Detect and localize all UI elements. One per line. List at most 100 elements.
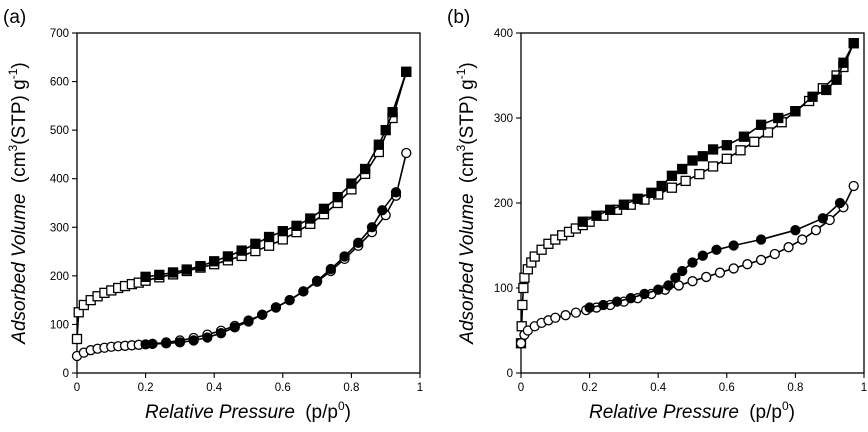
y-tick-label: 700 (50, 28, 69, 40)
panel-b: (b) 0 0.2 0.4 0.6 0.8 1 0 100 200 300 400 Relativ… (447, 7, 867, 423)
x-tick-label: 1 (417, 382, 423, 394)
x-tick-label: 0.4 (650, 382, 667, 394)
data-point-square (71, 333, 83, 345)
data-point-circle (701, 271, 712, 283)
data-point-square (536, 244, 547, 255)
data-point-square (318, 203, 330, 214)
data-point-square (721, 153, 732, 164)
data-point-square (346, 178, 357, 189)
y-tick-label: 400 (494, 28, 513, 40)
x-ticks: 0 0.2 0.4 0.6 0.8 1 (518, 373, 867, 394)
data-point-square (250, 238, 261, 249)
series-square-desorption (577, 38, 859, 227)
data-point-square (591, 210, 602, 221)
data-point-circle (174, 337, 186, 348)
data-point-square (518, 282, 529, 294)
series-line (589, 202, 841, 309)
series-square-adsorption (515, 38, 859, 349)
data-point-circle (611, 296, 623, 307)
data-point-square (359, 163, 371, 175)
data-point-square (721, 140, 732, 151)
data-point-square (687, 155, 698, 166)
data-point-circle (366, 222, 378, 233)
data-point-circle (810, 225, 822, 236)
y-tick-label: 300 (494, 113, 513, 125)
data-point-circle (243, 316, 254, 327)
plot-frame (76, 32, 421, 374)
data-point-square (577, 216, 588, 227)
x-tick-label: 0.6 (719, 382, 735, 394)
data-point-square (697, 151, 708, 162)
data-point-square (773, 112, 784, 124)
data-point-square (821, 84, 832, 96)
data-point-circle (755, 234, 767, 245)
data-point-circle (390, 187, 402, 198)
data-point-circle (353, 237, 364, 248)
y-ticks: 0 100 200 300 400 500 600 700 (50, 28, 77, 380)
series-line (520, 185, 855, 344)
data-point-square (790, 106, 801, 117)
data-point-square (807, 91, 818, 102)
x-tick-label: 0 (518, 382, 524, 394)
data-point-square (738, 131, 750, 142)
data-point-square (519, 272, 530, 283)
data-point-square (529, 251, 540, 262)
data-point-circle (377, 205, 388, 216)
data-point-square (263, 231, 275, 243)
data-point-square (848, 38, 859, 49)
data-point-square (140, 271, 151, 282)
x-axis-title: Relative Pressure (p/p0) (145, 399, 351, 423)
data-point-square (656, 180, 667, 192)
x-tick-label: 0.4 (206, 382, 223, 394)
series-line (76, 71, 408, 340)
data-point-circle (728, 240, 739, 251)
data-point-square (380, 124, 391, 136)
data-point-circle (755, 254, 767, 266)
data-point-circle (769, 248, 780, 260)
data-point-square (222, 251, 234, 262)
data-point-square (632, 193, 643, 204)
panel-label: (a) (3, 7, 26, 28)
data-point-circle (515, 338, 527, 349)
plot-area (515, 38, 859, 349)
data-point-square (263, 240, 275, 251)
data-point-square (618, 199, 630, 210)
data-point-square (762, 127, 774, 138)
panel-a: (a) 0 0.2 0.4 0.6 0.8 1 0 100 200 300 400 500 600 70… (3, 7, 423, 423)
data-point-square (646, 187, 657, 198)
data-point-circle (653, 284, 664, 295)
panel-label: (b) (447, 7, 470, 28)
data-point-circle (584, 302, 595, 313)
series-circle-desorption (140, 187, 402, 350)
data-point-circle (670, 272, 681, 283)
data-point-circle (711, 244, 722, 255)
y-tick-label: 0 (507, 368, 513, 380)
data-point-square (666, 182, 678, 193)
data-point-circle (728, 263, 739, 274)
data-point-circle (140, 339, 151, 350)
data-point-square (373, 139, 384, 150)
series-circle-desorption (584, 197, 846, 313)
data-point-circle (790, 225, 801, 236)
data-point-square (749, 136, 760, 147)
y-tick-label: 600 (50, 77, 69, 89)
y-tick-label: 200 (494, 198, 513, 210)
x-tick-label: 0.6 (275, 382, 291, 394)
data-point-circle (625, 293, 636, 304)
x-tick-label: 0.8 (343, 382, 359, 394)
series-circle-adsorption (515, 180, 859, 349)
data-point-square (332, 192, 343, 203)
data-point-circle (742, 259, 753, 270)
x-tick-label: 0.2 (138, 382, 154, 394)
data-point-circle (161, 338, 172, 349)
data-point-circle (401, 147, 412, 159)
y-tick-label: 200 (50, 271, 69, 283)
plot-area (71, 66, 412, 362)
data-point-square (387, 107, 398, 118)
data-point-square (167, 267, 179, 278)
data-point-square (277, 226, 288, 237)
data-point-square (305, 213, 316, 224)
data-point-circle (298, 286, 309, 297)
data-point-square (666, 170, 678, 181)
